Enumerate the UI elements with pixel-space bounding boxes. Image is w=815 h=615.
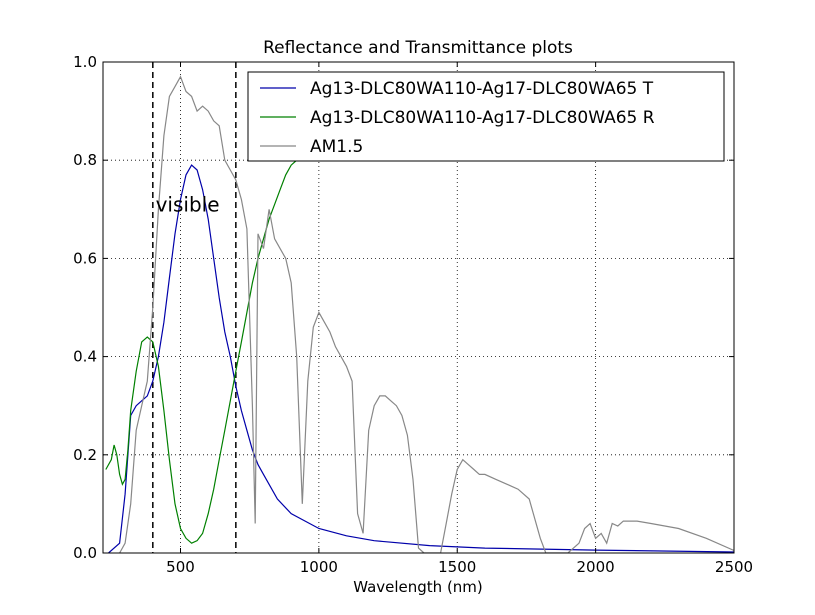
y-tick-label-5: 1.0 xyxy=(73,53,97,71)
legend-box xyxy=(247,71,725,162)
y-tick-label-0: 0.0 xyxy=(73,544,97,562)
x-tick-label-4: 2500 xyxy=(715,558,753,576)
x-axis-label: Wavelength (nm) xyxy=(353,578,483,596)
chart-title: Reflectance and Transmittance plots xyxy=(263,38,573,58)
legend: Ag13-DLC80WA110-Ag17-DLC80WA65 T Ag13-DLC… xyxy=(247,71,725,162)
axis-ticks: 500 1000 1500 2000 2500 0.0 0.2 0.4 0.6 0.8 1.0 xyxy=(73,53,753,576)
plot-frame xyxy=(102,61,735,554)
legend-label-2: AM1.5 xyxy=(310,137,363,157)
y-tick-label-1: 0.2 xyxy=(73,446,97,464)
x-tick-label-3: 2000 xyxy=(577,558,615,576)
y-tick-label-4: 0.8 xyxy=(73,151,97,169)
series-layer xyxy=(105,75,734,553)
y-tick-label-2: 0.4 xyxy=(73,348,97,366)
series-line-2 xyxy=(119,75,734,553)
x-tick-label-0: 500 xyxy=(166,558,195,576)
legend-label-0: Ag13-DLC80WA110-Ag17-DLC80WA65 T xyxy=(310,79,654,99)
legend-label-1: Ag13-DLC80WA110-Ag17-DLC80WA65 R xyxy=(310,108,655,128)
series-line-0 xyxy=(108,164,734,553)
x-tick-label-2: 1500 xyxy=(438,558,476,576)
x-tick-label-1: 1000 xyxy=(300,558,338,576)
visible-annotation: visible xyxy=(156,192,220,216)
y-tick-label-3: 0.6 xyxy=(73,249,97,267)
